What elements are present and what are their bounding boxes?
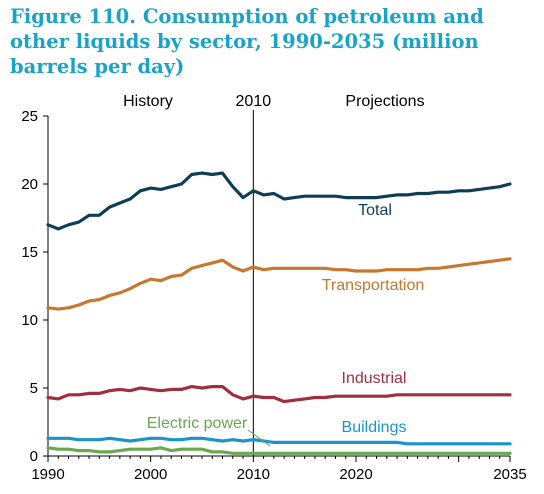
chart-series [46, 171, 512, 455]
series-label-total: Total [358, 202, 392, 219]
chart-title: Figure 110. Consumption of petroleum and… [10, 5, 484, 78]
x-tick-label: 2010 [237, 466, 270, 483]
y-tick-label: 10 [21, 312, 38, 329]
x-tick-label: 2000 [134, 466, 167, 483]
y-tick-label: 25 [21, 108, 38, 125]
series-line-total [46, 171, 512, 231]
series-line-industrial [46, 385, 512, 404]
x-tick-label: 1990 [31, 466, 64, 483]
series-line-buildings [46, 436, 512, 446]
series-labels: Total Transportation Industrial Buildings El… [147, 202, 425, 447]
x-tick-label: 2020 [339, 466, 372, 483]
y-tick-label: 20 [21, 176, 38, 193]
series-label-buildings: Buildings [342, 419, 407, 436]
y-tick-label: 0 [30, 448, 38, 465]
y-tick-label: 15 [21, 244, 38, 261]
y-tick-label: 5 [30, 380, 38, 397]
series-line-electric-power [46, 446, 512, 455]
series-line-transportation [46, 257, 512, 311]
series-label-industrial: Industrial [342, 370, 407, 387]
x-tick-label: 2035 [493, 466, 526, 483]
projections-label: Projections [345, 93, 424, 110]
series-label-electric-power: Electric power [147, 415, 248, 432]
divider-year-label: 2010 [236, 93, 272, 110]
series-label-transportation: Transportation [322, 277, 425, 294]
history-label: History [123, 93, 173, 110]
electric-power-leader-line [247, 429, 271, 447]
chart-axes: 0 5 10 15 20 25 1990 2000 2010 2020 2035 History 201… [21, 93, 526, 483]
